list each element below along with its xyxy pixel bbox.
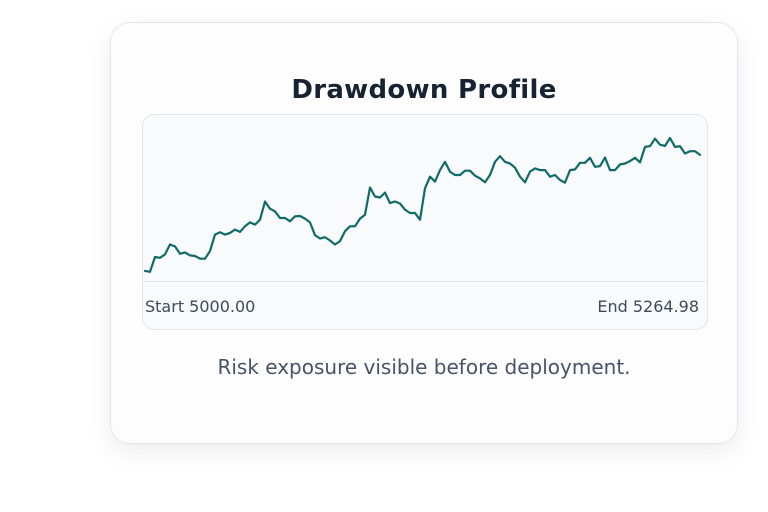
drawdown-line-chart (143, 136, 702, 273)
end-value-label: End 5264.98 (597, 297, 699, 316)
start-value-label: Start 5000.00 (145, 297, 256, 316)
equity-series-line (143, 136, 702, 273)
chart-divider (143, 281, 707, 282)
card-title: Drawdown Profile (291, 75, 557, 105)
chart-panel: Start 5000.00 End 5264.98 (142, 114, 708, 330)
drawdown-card: Drawdown Profile Start 5000.00 End 5264.… (110, 22, 738, 444)
card-caption: Risk exposure visible before deployment. (217, 355, 631, 379)
